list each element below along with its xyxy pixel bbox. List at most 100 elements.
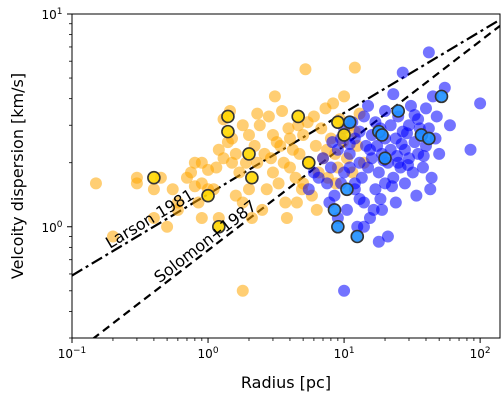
point-s2-67 xyxy=(416,161,429,174)
x-tick-label-2: 100 xyxy=(198,346,219,361)
point-s1-45 xyxy=(264,152,277,165)
point-s1-4 xyxy=(130,171,143,184)
plot-frame xyxy=(71,13,501,339)
point-s1-68 xyxy=(309,139,322,152)
point-s1-40 xyxy=(253,119,266,132)
point-s1-89 xyxy=(290,196,303,209)
point-s2-85 xyxy=(374,193,387,206)
scatter-points xyxy=(89,46,487,297)
x-tick-label-1: 10−1 xyxy=(58,346,87,361)
point-s4-1 xyxy=(327,203,342,217)
point-s2-71 xyxy=(422,46,435,59)
point-s1-33 xyxy=(236,284,249,297)
point-s1-37 xyxy=(242,183,255,196)
point-s2-96 xyxy=(417,150,430,163)
point-s2-99 xyxy=(353,193,366,206)
point-s1-63 xyxy=(299,63,312,76)
point-s2-41 xyxy=(379,105,392,118)
point-s1-39 xyxy=(251,156,264,169)
point-s1-92 xyxy=(310,203,323,216)
point-s2-100 xyxy=(326,136,339,149)
point-s2-50 xyxy=(389,196,402,209)
point-s1-56 xyxy=(283,132,296,145)
point-s2-81 xyxy=(357,220,370,233)
point-s1-80 xyxy=(338,90,351,103)
reference-line-1 xyxy=(72,18,500,277)
point-s1-36 xyxy=(242,128,255,141)
point-s2-35 xyxy=(372,166,385,179)
point-s2-55 xyxy=(396,66,409,79)
point-s1-94 xyxy=(274,139,287,152)
point-s3-9 xyxy=(301,155,316,170)
point-s1-9 xyxy=(166,183,179,196)
point-s2-80 xyxy=(474,97,487,110)
point-s3-11 xyxy=(337,128,351,142)
point-s2-79 xyxy=(464,143,477,156)
point-s3-1 xyxy=(147,170,161,185)
point-s2-44 xyxy=(381,230,394,243)
point-s1-70 xyxy=(315,122,328,135)
point-s4-4 xyxy=(342,115,357,130)
point-s2-13 xyxy=(338,284,351,297)
point-s2-14 xyxy=(340,203,353,216)
point-s2-75 xyxy=(430,110,443,123)
point-s1-50 xyxy=(272,177,285,190)
y-axis-label: Velcoity dispersion [km/s] xyxy=(8,73,27,279)
x-tick-label-4: 102 xyxy=(470,346,491,361)
point-s2-88 xyxy=(400,127,413,140)
point-s2-16 xyxy=(343,161,356,174)
point-s2-1 xyxy=(302,183,315,196)
point-s1-41 xyxy=(256,203,269,216)
point-s2-6 xyxy=(324,161,337,174)
point-s2-27 xyxy=(362,161,375,174)
point-s1-51 xyxy=(276,105,289,118)
x-tick-label-3: 101 xyxy=(334,346,355,361)
point-s2-94 xyxy=(391,150,404,163)
point-s2-82 xyxy=(367,203,380,216)
point-s1-22 xyxy=(210,161,223,174)
point-s1-91 xyxy=(245,211,258,224)
point-s2-95 xyxy=(401,159,414,172)
point-s1-16 xyxy=(192,196,205,209)
point-s1-1 xyxy=(89,177,102,190)
point-s2-97 xyxy=(424,183,437,196)
point-s1-11 xyxy=(171,203,184,216)
point-s3-6 xyxy=(242,147,256,161)
point-s1-53 xyxy=(279,196,292,209)
point-s2-5 xyxy=(321,177,334,190)
point-s2-36 xyxy=(372,235,385,248)
point-s2-78 xyxy=(443,119,456,132)
reference-line-2 xyxy=(92,24,500,338)
point-s1-60 xyxy=(293,147,306,160)
point-s1-2 xyxy=(106,230,119,243)
point-s2-22 xyxy=(353,125,366,138)
point-s2-45 xyxy=(384,119,397,132)
point-s1-96 xyxy=(229,189,242,202)
point-s2-63 xyxy=(410,189,423,202)
point-s2-60 xyxy=(404,99,417,112)
point-s3-8 xyxy=(291,109,306,124)
point-s1-6 xyxy=(147,211,160,224)
line-label-1: Larson 1981 xyxy=(102,185,197,252)
point-s1-5 xyxy=(147,183,160,196)
point-s1-30 xyxy=(229,147,242,160)
point-s2-92 xyxy=(363,143,376,156)
point-s2-48 xyxy=(387,88,400,101)
point-s1-95 xyxy=(251,107,264,120)
point-s1-98 xyxy=(195,211,208,224)
point-s3-10 xyxy=(331,115,345,130)
point-s4-12 xyxy=(434,89,449,104)
point-s2-32 xyxy=(369,183,382,196)
point-s3-5 xyxy=(221,124,235,139)
point-s1-48 xyxy=(268,90,281,103)
point-s2-76 xyxy=(433,147,446,160)
point-s4-7 xyxy=(375,128,389,142)
point-s1-75 xyxy=(327,97,340,110)
point-s3-4 xyxy=(221,109,235,124)
point-s2-72 xyxy=(425,171,438,184)
point-s1-47 xyxy=(266,166,279,179)
point-s3-2 xyxy=(201,188,215,203)
point-s1-62 xyxy=(297,128,310,141)
point-s1-34 xyxy=(236,119,249,132)
axis-ticks: 10−1 100 101 102 100 101 xyxy=(41,7,490,361)
